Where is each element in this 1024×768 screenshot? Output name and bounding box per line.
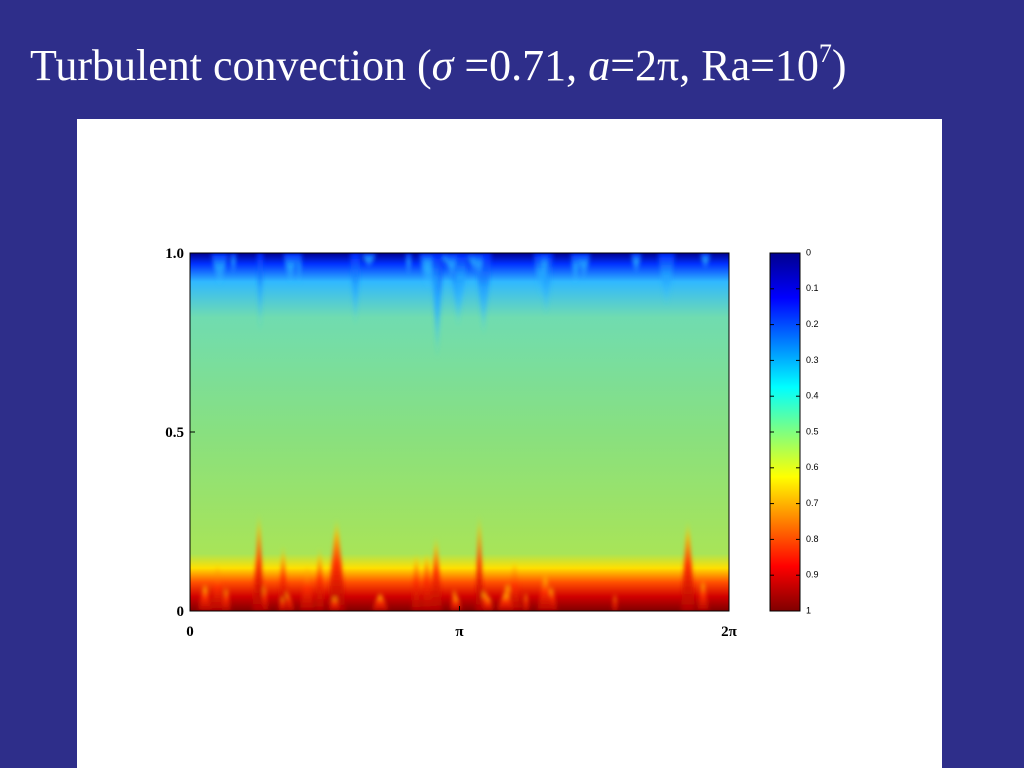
hot-plume xyxy=(421,550,433,611)
cold-plume xyxy=(699,253,711,270)
hot-plume xyxy=(522,591,530,611)
cold-plume xyxy=(295,253,303,287)
cold-plume xyxy=(229,253,237,277)
cold-plume xyxy=(540,253,549,280)
hot-plume xyxy=(299,563,315,611)
y-tick-label: 0 xyxy=(177,604,185,620)
colorbar-label: 0.7 xyxy=(806,498,819,508)
title-text: ) xyxy=(832,41,847,90)
hot-plume xyxy=(221,586,232,611)
colorbar-label: 0.9 xyxy=(806,570,819,580)
cold-plume xyxy=(210,253,229,287)
colorbar-label: 0.2 xyxy=(806,319,819,329)
cold-plume xyxy=(282,253,298,285)
hot-plume xyxy=(507,559,522,611)
y-tick-label: 1.0 xyxy=(165,246,184,262)
hot-plume xyxy=(254,510,264,611)
hot-plume xyxy=(315,546,325,611)
colorbar-label: 0.8 xyxy=(806,534,819,544)
colorbar-label: 0.3 xyxy=(806,355,819,365)
hot-plume xyxy=(197,582,213,611)
title-text: Turbulent convection ( xyxy=(30,41,432,90)
hot-plume xyxy=(611,593,618,611)
colorbar xyxy=(769,252,801,612)
colorbar-label: 0.5 xyxy=(806,426,819,436)
title-text: σ xyxy=(432,41,456,90)
axes: 0 π 2π 0 0.5 1.0 0 0.1 0.2 0.3 0.4 0.5 0.6 0.7 0.8 0.9 1 xyxy=(165,246,818,640)
hot-plume xyxy=(329,595,340,611)
hot-plume xyxy=(279,595,286,611)
hot-plume xyxy=(483,595,494,611)
title-text: =2π, Ra=10 xyxy=(610,41,819,90)
slide-title: Turbulent convection (σ =0.71, a=2π, Ra=… xyxy=(30,39,847,90)
y-tick-label: 0.5 xyxy=(165,425,184,441)
colorbar-label: 0.4 xyxy=(806,391,819,401)
title-text: a xyxy=(588,41,610,90)
hot-plume xyxy=(697,578,709,611)
cold-plume xyxy=(453,253,469,312)
hot-plume xyxy=(327,517,346,611)
plumes xyxy=(197,253,711,611)
hot-plume xyxy=(210,562,225,611)
field xyxy=(190,253,729,611)
x-tick-label: 0 xyxy=(186,624,194,640)
hot-plume xyxy=(475,511,484,611)
hot-plume xyxy=(430,534,442,611)
cold-plume xyxy=(474,253,484,279)
cold-plume xyxy=(350,253,361,328)
x-tick-label: 2π xyxy=(721,624,738,640)
cold-plume xyxy=(570,253,581,287)
cold-plume xyxy=(405,253,412,278)
cold-plume xyxy=(421,253,434,277)
hot-plume xyxy=(496,591,515,611)
cold-plume xyxy=(445,253,458,280)
hot-plume xyxy=(411,551,421,611)
x-tick-label: π xyxy=(455,624,464,640)
title-text: =0.71, xyxy=(453,41,588,90)
cold-plume xyxy=(361,253,377,269)
cold-plume xyxy=(577,253,591,281)
colorbar-label: 1 xyxy=(806,605,811,615)
colorbar-label: 0 xyxy=(806,247,811,257)
cold-plume xyxy=(432,253,440,323)
colorbar-label: 0.6 xyxy=(806,462,819,472)
hot-plume xyxy=(681,518,695,611)
cold-plume xyxy=(657,253,676,308)
cold-plume xyxy=(630,253,642,275)
hot-plume xyxy=(371,592,389,611)
hot-plume xyxy=(537,572,554,611)
colorbar-label: 0.1 xyxy=(806,283,819,293)
hot-plume xyxy=(278,543,288,611)
title-text: 7 xyxy=(819,39,832,68)
cold-plume xyxy=(256,253,264,337)
